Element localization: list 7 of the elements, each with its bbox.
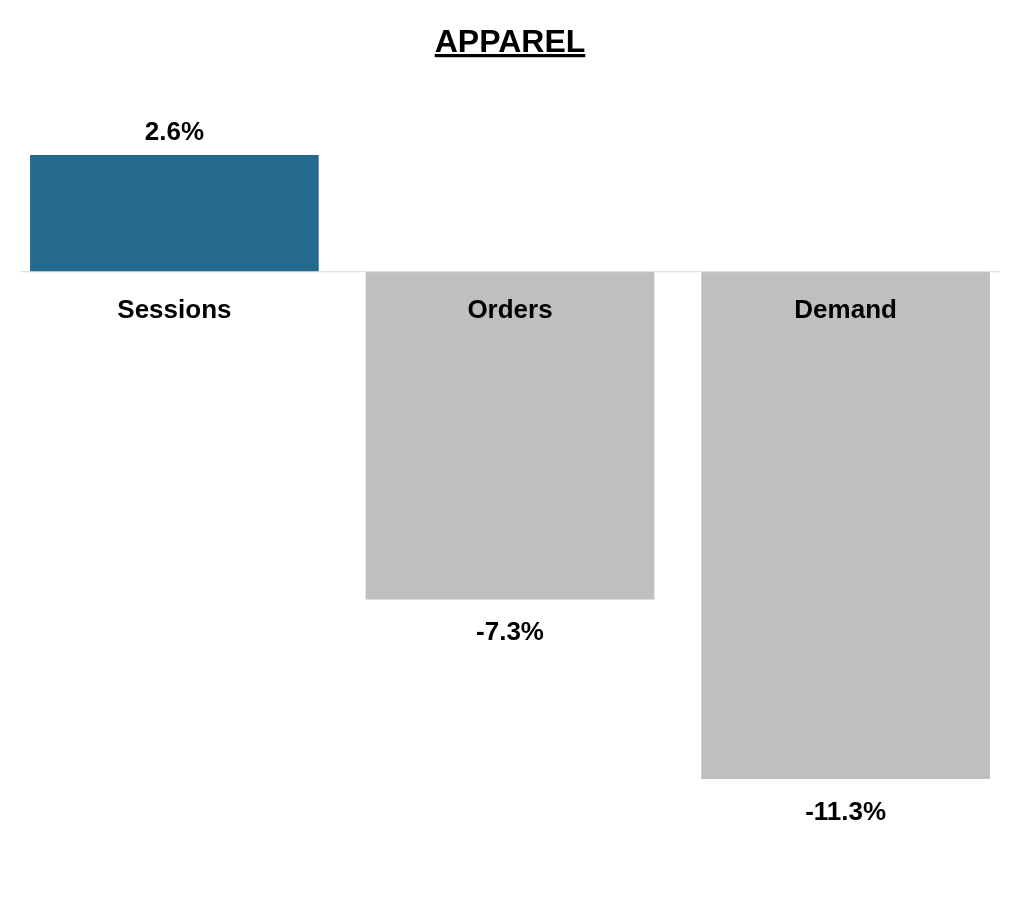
data-label: -7.3% <box>476 616 544 647</box>
x-tick-label: Sessions <box>117 293 232 324</box>
x-tick-label: Orders <box>467 293 553 324</box>
data-label: -11.3% <box>805 796 887 826</box>
x-tick-label: Demand <box>794 293 897 324</box>
data-label: 2.6% <box>144 116 205 146</box>
chart-title: APPAREL <box>434 23 586 59</box>
